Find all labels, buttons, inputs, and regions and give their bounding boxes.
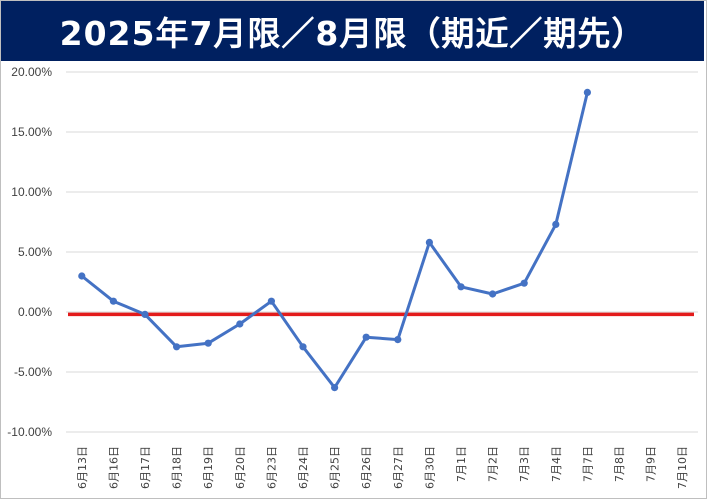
data-point [489, 290, 497, 298]
data-point [236, 320, 244, 328]
x-tick-label: 6月16日 [107, 446, 120, 489]
data-point [394, 336, 402, 344]
data-point [267, 297, 275, 305]
x-tick-label: 7月7日 [581, 446, 594, 482]
x-tick-label: 7月3日 [518, 446, 531, 482]
x-tick-label: 7月8日 [613, 446, 626, 482]
data-point [520, 279, 528, 287]
x-tick-label: 6月20日 [234, 446, 247, 489]
x-tick-label: 7月4日 [550, 446, 563, 482]
data-point [362, 333, 370, 341]
x-tick-label: 7月10日 [676, 446, 689, 489]
y-tick-label: 0.00% [18, 305, 52, 319]
data-point [425, 238, 433, 246]
x-tick-label: 6月26日 [360, 446, 373, 489]
x-tick-label: 7月9日 [645, 446, 658, 482]
x-tick-label: 6月17日 [139, 446, 152, 489]
data-point [457, 283, 465, 291]
x-tick-label: 6月30日 [423, 446, 436, 489]
data-point [552, 220, 560, 228]
chart-title: 2025年7月限／8月限（期近／期先） [59, 14, 646, 53]
x-tick-label: 6月19日 [202, 446, 215, 489]
data-point [141, 310, 149, 318]
data-point [331, 384, 339, 392]
series-line [80, 92, 589, 390]
data-point [78, 272, 86, 280]
y-tick-label: -5.00% [14, 365, 52, 379]
x-tick-label: 6月18日 [171, 446, 184, 489]
x-tick-label: 6月25日 [329, 446, 342, 489]
y-tick-label: 20.00% [11, 65, 52, 79]
x-tick-label: 6月23日 [265, 446, 278, 489]
data-point [299, 343, 307, 351]
data-point [173, 343, 181, 351]
title-bar: 2025年7月限／8月限（期近／期先） [1, 1, 704, 61]
y-tick-label: 10.00% [11, 185, 52, 199]
data-point [583, 88, 592, 96]
x-tick-label: 6月24日 [297, 446, 310, 489]
y-tick-label: 5.00% [18, 245, 52, 259]
x-tick-label: 6月27日 [392, 446, 405, 489]
data-point [204, 339, 212, 347]
y-tick-label: 15.00% [11, 125, 52, 139]
data-point [109, 297, 117, 305]
x-tick-label: 7月1日 [455, 446, 468, 482]
y-tick-label: -10.00% [7, 425, 52, 439]
x-tick-label: 7月2日 [487, 446, 500, 482]
x-tick-label: 6月13日 [76, 446, 89, 489]
